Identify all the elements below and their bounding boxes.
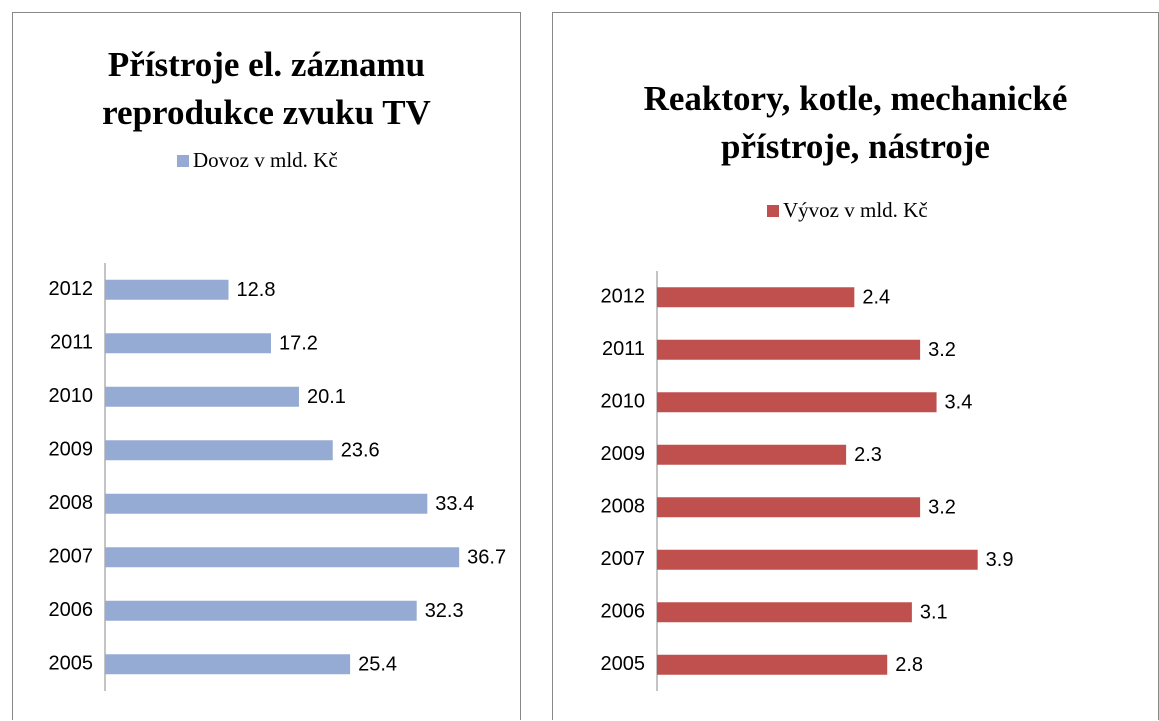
- data-label: 3.2: [928, 497, 956, 519]
- bar: [657, 444, 847, 465]
- bar: [657, 339, 921, 360]
- y-tick-label: 2011: [50, 332, 93, 354]
- data-label: 12.8: [237, 279, 276, 301]
- chart: Vývoz v mld. Kč 2005 2.8 2006 3.1 2007 3.9 2008…: [601, 198, 1014, 691]
- y-tick-label: 2005: [601, 653, 646, 675]
- data-label: 2.3: [854, 444, 882, 466]
- bar: [105, 547, 460, 568]
- y-tick-label: 2007: [601, 548, 646, 570]
- bar: [105, 440, 333, 461]
- bar: [657, 549, 978, 570]
- y-tick-label: 2012: [601, 286, 646, 308]
- y-tick-label: 2009: [601, 443, 646, 465]
- y-tick-label: 2011: [602, 338, 645, 360]
- y-tick-label: 2005: [49, 653, 94, 675]
- chart-panel: Přístroje el. záznamu reprodukce zvuku T…: [12, 12, 521, 720]
- y-tick-label: 2006: [601, 601, 646, 623]
- data-label: 3.4: [945, 392, 973, 414]
- data-label: 25.4: [358, 654, 397, 676]
- data-label: 17.2: [279, 333, 318, 355]
- bar: [105, 279, 229, 300]
- data-label: 2.8: [895, 654, 923, 676]
- y-tick-label: 2010: [601, 391, 646, 413]
- bar: [657, 392, 937, 413]
- data-label: 36.7: [467, 547, 506, 569]
- data-label: 2.4: [862, 287, 890, 309]
- y-tick-label: 2012: [49, 278, 94, 300]
- chart-title: Přístroje el. záznamu reprodukce zvuku T…: [102, 45, 431, 132]
- y-tick-label: 2010: [49, 385, 94, 407]
- data-label: 20.1: [307, 386, 346, 408]
- legend: Vývoz v mld. Kč: [783, 198, 928, 222]
- bar: [657, 287, 855, 308]
- chart-panel: Reaktory, kotle, mechanické přístroje, n…: [552, 12, 1159, 720]
- bar: [657, 654, 888, 675]
- data-label: 3.2: [928, 339, 956, 361]
- bar: [105, 493, 428, 514]
- legend-swatch: [767, 205, 779, 217]
- bar: [105, 600, 417, 621]
- y-tick-label: 2008: [49, 492, 94, 514]
- y-tick-label: 2006: [49, 599, 94, 621]
- chart: Dovoz v mld. Kč 2005 25.4 2006 32.3 2007 36.7 2…: [49, 148, 506, 691]
- data-label: 3.9: [986, 549, 1014, 571]
- data-label: 32.3: [425, 600, 464, 622]
- y-tick-label: 2007: [49, 546, 94, 568]
- data-label: 23.6: [341, 440, 380, 462]
- data-label: 3.1: [920, 602, 948, 624]
- y-tick-label: 2009: [49, 439, 94, 461]
- bar: [657, 602, 912, 623]
- bar: [105, 386, 299, 407]
- y-tick-label: 2008: [601, 496, 646, 518]
- data-label: 33.4: [435, 493, 474, 515]
- chart-title: Reaktory, kotle, mechanické přístroje, n…: [643, 79, 1068, 166]
- legend: Dovoz v mld. Kč: [193, 148, 338, 172]
- bar: [105, 333, 271, 354]
- bar: [105, 654, 351, 675]
- legend-swatch: [177, 155, 189, 167]
- bar: [657, 497, 921, 518]
